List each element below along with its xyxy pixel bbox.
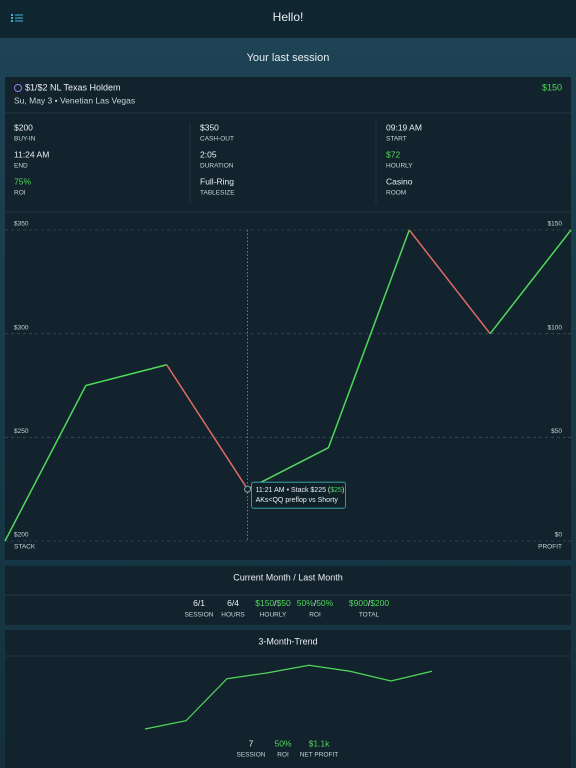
- monthly-label: HOURS: [221, 612, 245, 619]
- stat-value: $200: [14, 122, 33, 132]
- last-value: 1: [200, 598, 205, 608]
- stat-value: Full-Ring: [200, 176, 234, 186]
- trend-value: $1.1k: [309, 738, 331, 748]
- stat-label: START: [386, 136, 407, 143]
- top-bar: [0, 0, 576, 37]
- trend-title: 3-Month-Trend: [258, 636, 317, 646]
- y2-axis-label: PROFIT: [538, 544, 562, 551]
- current-value: 6: [227, 598, 232, 608]
- stat-label: TABLESIZE: [200, 190, 235, 197]
- separator: /: [274, 598, 277, 608]
- stat-value: Casino: [386, 176, 413, 186]
- tooltip-suffix: ): [342, 487, 344, 494]
- trend-value: 7: [249, 738, 254, 748]
- y2-tick-label: $0: [555, 532, 563, 539]
- stat-label: DURATION: [200, 163, 234, 170]
- monthly-label: TOTAL: [359, 612, 380, 619]
- session-profit: $150: [542, 82, 562, 92]
- last-value: $200: [370, 598, 389, 608]
- stat-label: CASH-OUT: [200, 136, 234, 143]
- last-value: 50%: [316, 598, 333, 608]
- y-tick-label: $200: [14, 532, 29, 539]
- monthly-label: ROI: [309, 612, 321, 619]
- stat-value: 2:05: [200, 149, 217, 159]
- trend-line: [144, 664, 433, 730]
- current-value: 6: [193, 598, 198, 608]
- stat-value: $72: [386, 149, 400, 159]
- current-value: 50%: [297, 598, 314, 608]
- menu-button[interactable]: [11, 14, 23, 22]
- session-subtitle: Su, May 3 • Venetian Las Vegas: [14, 95, 135, 105]
- tooltip-detail: AKs<QQ preflop vs Shorty: [256, 497, 339, 504]
- monthly-value: 6/4: [227, 598, 239, 608]
- stat-value: 11:24 AM: [14, 149, 49, 159]
- monthly-label: HOURLY: [260, 612, 287, 619]
- stat-value: $350: [200, 122, 219, 132]
- line-segment: [166, 364, 249, 490]
- y2-tick-label: $150: [548, 221, 563, 228]
- line-segment: [4, 385, 87, 542]
- last-value: $50: [277, 598, 291, 608]
- y-tick-label: $350: [14, 221, 29, 228]
- monthly-value: 50%/50%: [297, 598, 334, 608]
- current-value: $900: [349, 598, 368, 608]
- y-tick-label: $300: [14, 324, 29, 331]
- y-tick-label: $250: [14, 428, 29, 435]
- stat-label: BUY-IN: [14, 136, 36, 143]
- selected-point: [244, 485, 252, 493]
- stat-label: END: [14, 163, 28, 170]
- trend-value: 50%: [274, 738, 291, 748]
- stat-label: ROOM: [386, 190, 406, 197]
- separator: /: [198, 598, 201, 608]
- y2-tick-label: $100: [548, 324, 563, 331]
- monthly-value: 6/1: [193, 598, 205, 608]
- tooltip-prefix: 11:21 AM • Stack $225 (: [256, 487, 331, 494]
- trend-label: SESSION: [237, 752, 266, 759]
- current-value: $150: [255, 598, 274, 608]
- line-segment: [85, 364, 167, 387]
- separator: /: [368, 598, 371, 608]
- session-card: [5, 77, 571, 560]
- y2-tick-label: $50: [551, 428, 562, 435]
- page-title: Hello!: [273, 10, 304, 24]
- tooltip-text: 11:21 AM • Stack $225 ($25): [256, 487, 345, 494]
- stat-label: ROI: [14, 190, 26, 197]
- stat-value: 09:19 AM: [386, 122, 422, 132]
- monthly-title: Current Month / Last Month: [233, 572, 343, 582]
- stat-label: HOURLY: [386, 163, 413, 170]
- monthly-label: SESSION: [185, 612, 214, 619]
- game-icon: [14, 84, 22, 92]
- y-axis-label: STACK: [14, 544, 36, 551]
- separator: /: [314, 598, 317, 608]
- monthly-value: $150/$50: [255, 598, 291, 608]
- line-segment: [408, 229, 491, 335]
- trend-label: ROI: [277, 752, 289, 759]
- trend-card: [5, 630, 571, 768]
- separator: /: [232, 598, 235, 608]
- line-segment: [327, 229, 410, 448]
- tooltip: [251, 481, 346, 509]
- monthly-value: $900/$200: [349, 598, 389, 608]
- section-title: Your last session: [247, 52, 330, 64]
- tooltip-profit: $25: [330, 487, 342, 494]
- last-value: 4: [234, 598, 239, 608]
- game-title: $1/$2 NL Texas Holdem: [25, 82, 121, 92]
- trend-label: NET PROFIT: [300, 752, 339, 759]
- stat-value: 75%: [14, 176, 31, 186]
- line-segment: [489, 229, 572, 335]
